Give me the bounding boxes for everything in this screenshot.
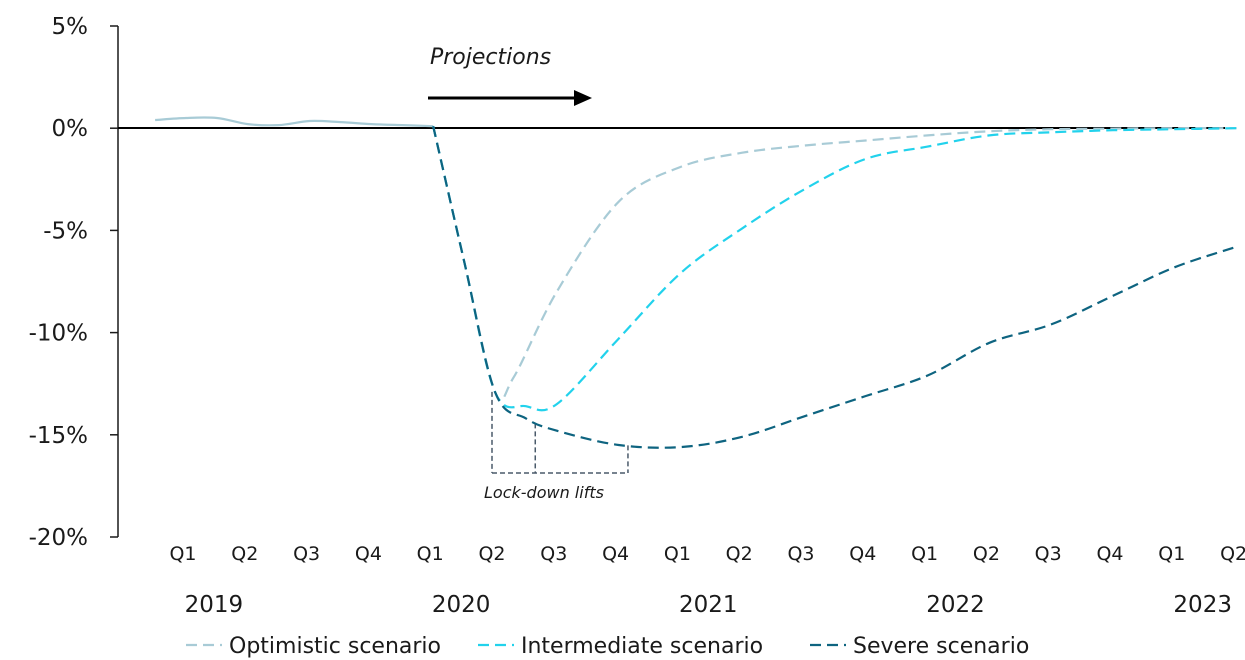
x-quarter-label: Q1 bbox=[169, 543, 196, 565]
x-year-tick-group: 2019 2020 2021 2022 2023 bbox=[185, 592, 1232, 618]
projections-annotation: Projections bbox=[428, 45, 592, 106]
x-quarter-label: Q3 bbox=[787, 543, 814, 565]
lockdown-annotation: Lock-down lifts bbox=[484, 391, 629, 502]
x-year-label: 2019 bbox=[185, 592, 244, 618]
x-quarter-label: Q2 bbox=[973, 543, 1000, 565]
y-tick-group: 5% 0% -5% -10% -15% -20% bbox=[29, 14, 118, 551]
x-quarter-label: Q1 bbox=[911, 543, 938, 565]
y-tick-label: 5% bbox=[52, 14, 89, 40]
y-tick-label: -10% bbox=[29, 321, 88, 347]
series-line-intermediate-scenario bbox=[432, 125, 1237, 412]
x-quarter-label: Q2 bbox=[1220, 543, 1245, 565]
x-quarter-label: Q3 bbox=[540, 543, 567, 565]
x-year-label: 2023 bbox=[1173, 592, 1232, 618]
x-quarter-tick-group: Q1 Q2 Q3 Q4 Q1 Q2 Q3 Q4 Q1 Q2 Q3 Q4 Q1 Q2 Q3 Q4 Q1 Q2 bbox=[169, 543, 1245, 565]
series-line-optimistic-scenario bbox=[432, 125, 1237, 402]
x-quarter-label: Q1 bbox=[1158, 543, 1185, 565]
x-quarter-label: Q3 bbox=[293, 543, 320, 565]
series-line-severe-scenario bbox=[432, 125, 1237, 449]
legend-label: Optimistic scenario bbox=[229, 634, 441, 659]
projections-label: Projections bbox=[430, 45, 551, 70]
x-quarter-label: Q2 bbox=[478, 543, 505, 565]
y-tick-label: 0% bbox=[52, 116, 89, 142]
x-year-label: 2021 bbox=[679, 592, 738, 618]
series-lines bbox=[155, 116, 1237, 449]
x-year-label: 2022 bbox=[926, 592, 985, 618]
y-tick-label: -20% bbox=[29, 525, 88, 551]
projections-arrow-head bbox=[574, 90, 592, 106]
x-quarter-label: Q3 bbox=[1035, 543, 1062, 565]
x-quarter-label: Q1 bbox=[417, 543, 444, 565]
x-quarter-label: Q4 bbox=[602, 543, 629, 565]
x-quarter-label: Q1 bbox=[664, 543, 691, 565]
legend-label: Intermediate scenario bbox=[521, 634, 763, 659]
x-quarter-label: Q2 bbox=[726, 543, 753, 565]
y-tick-label: -5% bbox=[43, 218, 88, 244]
lockdown-label: Lock-down lifts bbox=[484, 483, 604, 502]
x-year-label: 2020 bbox=[432, 592, 491, 618]
x-quarter-label: Q4 bbox=[849, 543, 876, 565]
legend: Optimistic scenario Intermediate scenario… bbox=[186, 634, 1029, 659]
x-quarter-label: Q4 bbox=[1096, 543, 1123, 565]
y-tick-label: -15% bbox=[29, 423, 88, 449]
historical-line bbox=[155, 116, 434, 128]
x-quarter-label: Q4 bbox=[355, 543, 382, 565]
axes bbox=[117, 26, 1225, 537]
legend-label: Severe scenario bbox=[853, 634, 1029, 659]
x-quarter-label: Q2 bbox=[231, 543, 258, 565]
